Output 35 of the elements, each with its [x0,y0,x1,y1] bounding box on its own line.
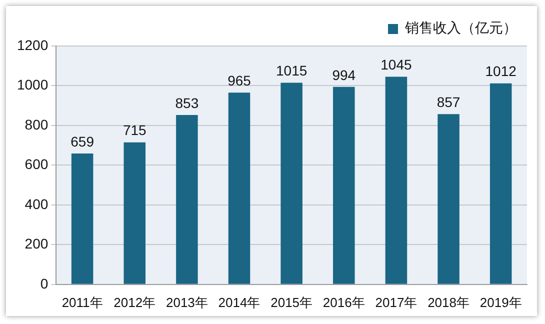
y-tick-label: 400 [24,196,48,212]
data-label: 853 [175,94,199,111]
x-tick-label: 2018年 [428,294,470,310]
bar [490,83,512,284]
bar [333,86,355,284]
y-tick-label: 1000 [16,76,48,93]
y-tick-label: 600 [24,156,48,172]
bar [228,92,250,284]
x-tick-label: 2016年 [322,294,365,310]
y-tick-label: 0 [40,275,48,292]
data-label: 659 [70,133,94,150]
data-label: 994 [332,66,356,83]
x-tick-label: 2017年 [375,294,418,310]
y-tick-label: 200 [24,236,48,252]
x-tick-label: 2015年 [270,294,313,310]
y-tick-label: 800 [24,116,48,132]
legend-label: 销售收入（亿元） [404,20,517,37]
y-tick-label: 1200 [16,36,48,53]
bar [176,114,198,284]
x-tick-label: 2012年 [114,294,156,310]
data-label: 1015 [276,62,308,79]
data-label: 715 [122,122,147,138]
data-label: 965 [228,72,252,89]
bar [71,153,94,284]
bar [124,142,146,284]
x-tick-label: 2011年 [62,294,103,310]
data-label: 1045 [380,56,412,73]
data-label: 857 [436,94,460,110]
bar [385,76,408,284]
bar [438,114,460,284]
x-tick-label: 2014年 [218,294,260,310]
x-tick-label: 2013年 [166,294,208,310]
bar [280,82,302,284]
data-label: 1012 [485,63,517,80]
x-tick-label: 2019年 [480,294,522,310]
